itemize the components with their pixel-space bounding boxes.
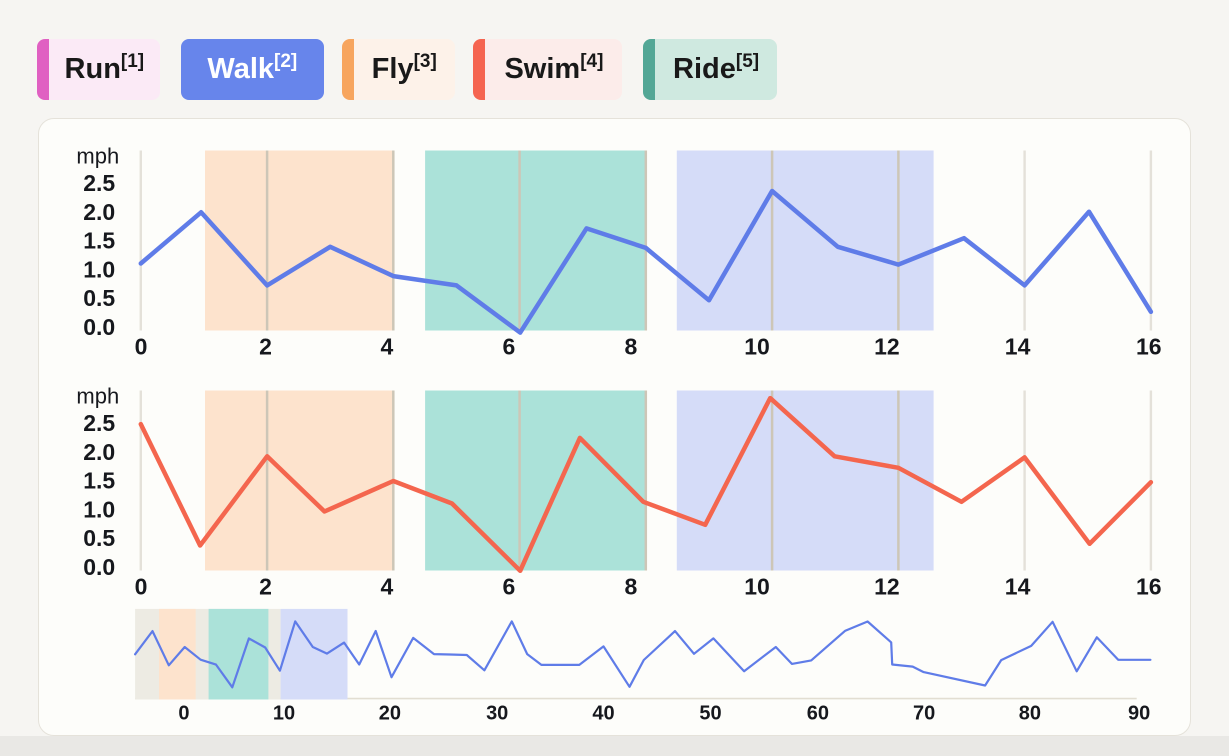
svg-text:2.0: 2.0 xyxy=(83,439,115,465)
svg-text:mph: mph xyxy=(76,383,119,408)
svg-text:mph: mph xyxy=(76,143,119,168)
svg-text:50: 50 xyxy=(699,702,721,724)
svg-text:2.5: 2.5 xyxy=(83,170,115,196)
svg-text:14: 14 xyxy=(1005,574,1031,600)
svg-text:2.0: 2.0 xyxy=(83,199,115,225)
svg-text:80: 80 xyxy=(1019,702,1041,724)
svg-text:10: 10 xyxy=(273,702,295,724)
svg-text:1.0: 1.0 xyxy=(83,496,115,522)
svg-text:0.5: 0.5 xyxy=(83,525,115,551)
svg-text:16: 16 xyxy=(1136,574,1162,600)
svg-text:30: 30 xyxy=(486,702,508,724)
svg-text:8: 8 xyxy=(625,334,638,360)
svg-text:12: 12 xyxy=(874,574,900,600)
svg-text:10: 10 xyxy=(744,574,770,600)
svg-text:2.5: 2.5 xyxy=(83,410,115,436)
svg-text:2: 2 xyxy=(259,334,272,360)
svg-text:2: 2 xyxy=(259,574,272,600)
svg-text:8: 8 xyxy=(625,574,638,600)
svg-text:1.0: 1.0 xyxy=(83,256,115,282)
svg-text:4: 4 xyxy=(381,574,394,600)
svg-text:1.5: 1.5 xyxy=(83,468,115,494)
svg-text:14: 14 xyxy=(1005,334,1031,360)
svg-text:16: 16 xyxy=(1136,334,1162,360)
svg-text:4: 4 xyxy=(381,334,394,360)
svg-text:90: 90 xyxy=(1128,702,1150,724)
svg-text:0: 0 xyxy=(178,702,189,724)
svg-text:0.0: 0.0 xyxy=(83,554,115,580)
svg-text:6: 6 xyxy=(503,574,516,600)
svg-text:0.5: 0.5 xyxy=(83,285,115,311)
svg-text:0: 0 xyxy=(135,574,148,600)
svg-text:12: 12 xyxy=(874,334,900,360)
svg-text:0: 0 xyxy=(135,334,148,360)
svg-text:1.5: 1.5 xyxy=(83,228,115,254)
svg-text:10: 10 xyxy=(744,334,770,360)
svg-text:0.0: 0.0 xyxy=(83,314,115,340)
svg-text:40: 40 xyxy=(592,702,614,724)
svg-text:6: 6 xyxy=(503,334,516,360)
svg-text:70: 70 xyxy=(913,702,935,724)
svg-text:20: 20 xyxy=(379,702,401,724)
svg-text:60: 60 xyxy=(807,702,829,724)
